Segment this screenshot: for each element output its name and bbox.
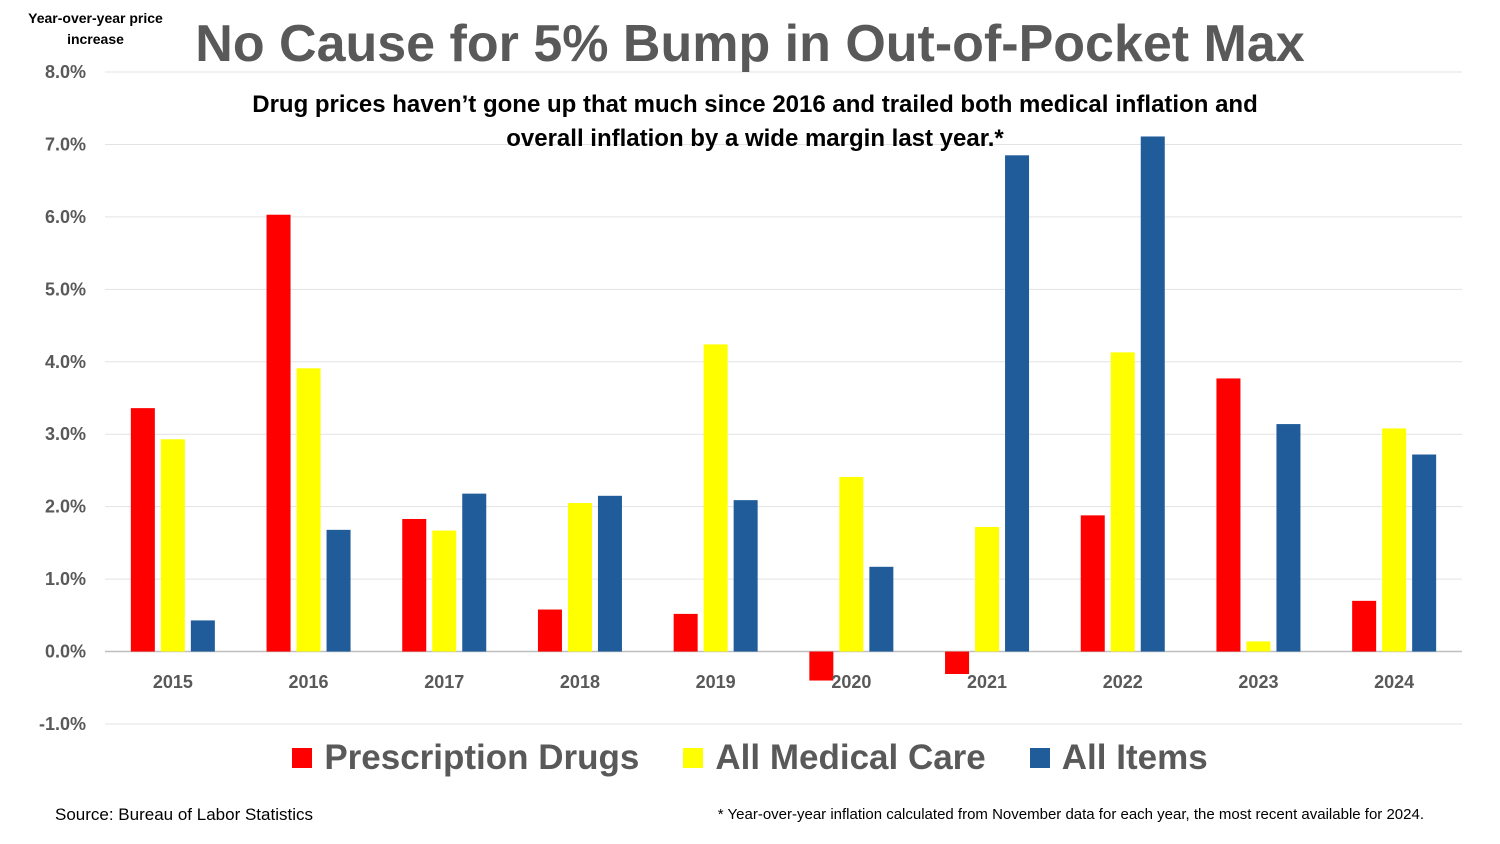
bar-all-medical-care-2017 (432, 530, 457, 652)
bar-all-items-2023 (1276, 424, 1301, 652)
bar-all-medical-care-2021 (975, 526, 1000, 652)
bar-prescription-drugs-2022 (1080, 515, 1105, 652)
y-tick-label: 7.0% (45, 134, 86, 154)
x-tick-label: 2017 (424, 672, 464, 692)
y-axis-tick-labels: -1.0% 0.0% 1.0% 2.0% 3.0% 4.0% 5.0% 6.0% 7.0% 8.0… (39, 62, 86, 734)
bar-all-items-2016 (326, 529, 351, 652)
y-tick-label: -1.0% (39, 714, 86, 734)
y-tick-label: 8.0% (45, 62, 86, 82)
x-tick-label: 2023 (1238, 672, 1278, 692)
bar-all-medical-care-2023 (1246, 641, 1271, 652)
legend: Prescription Drugs All Medical Care All … (0, 738, 1500, 778)
bar-prescription-drugs-2023 (1216, 378, 1241, 652)
bar-all-items-2017 (462, 493, 487, 652)
y-tick-label: 4.0% (45, 352, 86, 372)
x-tick-label: 2020 (831, 672, 871, 692)
bar-all-medical-care-2016 (296, 368, 321, 652)
bar-all-items-2021 (1005, 155, 1030, 652)
legend-swatch (683, 748, 704, 768)
bar-all-items-2015 (190, 620, 215, 652)
y-axis-label: Year-over-year price increase (28, 10, 163, 47)
y-tick-label: 1.0% (45, 569, 86, 589)
x-tick-label: 2016 (289, 672, 329, 692)
footnote: * Year-over-year inflation calculated fr… (717, 806, 1424, 823)
bar-all-medical-care-2015 (160, 439, 185, 652)
bar-prescription-drugs-2019 (673, 613, 698, 652)
bar-all-medical-care-2024 (1382, 428, 1407, 652)
y-tick-label: 6.0% (45, 207, 86, 227)
x-tick-label: 2022 (1103, 672, 1143, 692)
y-tick-label: 5.0% (45, 279, 86, 299)
bar-all-medical-care-2018 (567, 503, 592, 652)
bar-prescription-drugs-2015 (130, 408, 155, 652)
bar-all-items-2022 (1140, 136, 1165, 652)
x-tick-label: 2019 (696, 672, 736, 692)
y-tick-label: 0.0% (45, 642, 86, 662)
bars (130, 136, 1437, 681)
bar-prescription-drugs-2017 (402, 518, 427, 652)
bar-all-items-2018 (597, 495, 622, 652)
legend-swatch (1029, 748, 1050, 768)
bar-all-medical-care-2019 (703, 344, 728, 652)
source-note: Source: Bureau of Labor Statistics (55, 805, 313, 824)
x-tick-label: 2018 (560, 672, 600, 692)
x-tick-label: 2024 (1374, 672, 1414, 692)
legend-label: Prescription Drugs (324, 738, 640, 777)
bar-prescription-drugs-2018 (537, 609, 562, 652)
bar-prescription-drugs-2016 (266, 214, 291, 652)
legend-item-prescription-drugs: Prescription Drugs (292, 738, 639, 778)
chart-title: No Cause for 5% Bump in Out-of-Pocket Ma… (195, 15, 1305, 73)
legend-label: All Items (1061, 738, 1208, 777)
bar-prescription-drugs-2020 (809, 651, 834, 681)
bar-all-medical-care-2022 (1110, 352, 1135, 652)
x-tick-label: 2015 (153, 672, 193, 692)
bar-prescription-drugs-2021 (945, 651, 970, 675)
legend-item-all-items: All Items (1029, 738, 1208, 778)
x-tick-label: 2021 (967, 672, 1007, 692)
legend-swatch (292, 748, 313, 768)
bar-all-items-2024 (1412, 454, 1437, 652)
y-tick-label: 3.0% (45, 424, 86, 444)
legend-item-all-medical-care: All Medical Care (683, 738, 986, 778)
bar-all-items-2020 (869, 566, 894, 652)
bar-all-medical-care-2020 (839, 476, 864, 652)
bar-all-items-2019 (733, 500, 758, 652)
legend-label: All Medical Care (715, 738, 986, 777)
chart-subtitle: Drug prices haven’t gone up that much si… (252, 91, 1258, 152)
x-axis-tick-labels: 2015 2016 2017 2018 2019 2020 2021 2022 2023 2024 (153, 672, 1414, 692)
y-tick-label: 2.0% (45, 497, 86, 517)
bar-prescription-drugs-2024 (1352, 600, 1377, 652)
